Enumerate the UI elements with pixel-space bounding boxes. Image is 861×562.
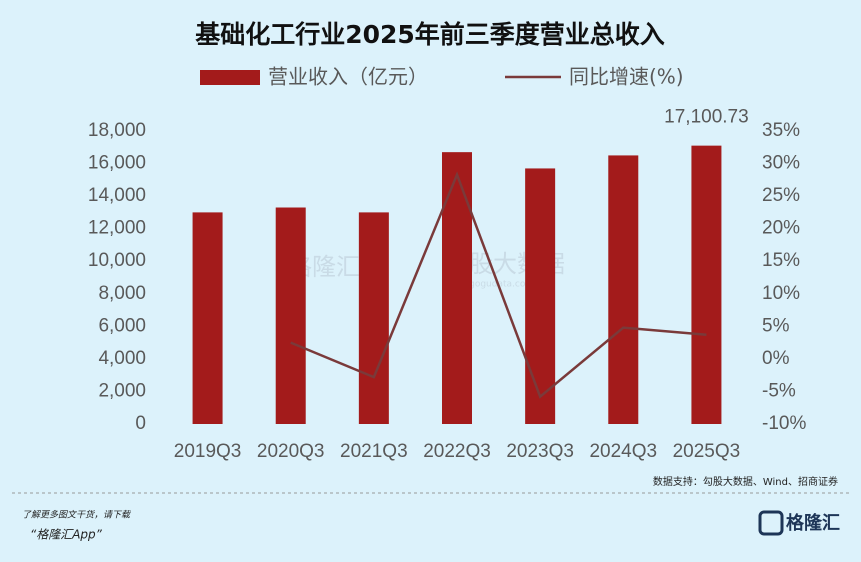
- legend-label: 营业收入（亿元）: [268, 65, 428, 89]
- y-tick-label: 12,000: [88, 218, 146, 239]
- chart-title: 基础化工行业2025年前三季度营业总收入: [195, 20, 665, 49]
- bar: [525, 168, 556, 424]
- y2-tick-label: 15%: [762, 250, 800, 271]
- y-tick-label: 18,000: [88, 120, 146, 141]
- y2-tick-label: -10%: [762, 413, 806, 434]
- y-tick-label: 4,000: [98, 348, 146, 369]
- x-tick-label: 2020Q3: [257, 441, 325, 462]
- x-tick-label: 2024Q3: [589, 441, 657, 462]
- x-tick-label: 2019Q3: [174, 441, 242, 462]
- source: 数据支持：勾股大数据、Wind、招商证券: [653, 475, 838, 488]
- y2-tick-label: 25%: [762, 185, 800, 206]
- legend-swatch: [200, 70, 260, 85]
- y-tick-label: 2,000: [98, 380, 146, 401]
- y2-tick-label: -5%: [762, 380, 796, 401]
- x-tick-label: 2022Q3: [423, 441, 491, 462]
- y-tick-label: 6,000: [98, 315, 146, 336]
- bar: [358, 212, 389, 424]
- x-tick-label: 2025Q3: [673, 441, 741, 462]
- bar: [192, 212, 223, 424]
- bar: [275, 207, 306, 424]
- promo: 了解更多图文干货，请下载: [22, 510, 131, 521]
- logo: 格隆汇: [786, 512, 840, 534]
- y2-tick-label: 20%: [762, 218, 800, 239]
- value-label: 17,100.73: [664, 107, 749, 128]
- y2-tick-label: 35%: [762, 120, 800, 141]
- logo-icon: [758, 510, 784, 536]
- y2-tick-label: 5%: [762, 315, 790, 336]
- bar: [691, 145, 722, 424]
- legend-label: 同比增速(%): [569, 65, 684, 89]
- x-tick-label: 2021Q3: [340, 441, 408, 462]
- y-tick-label: 10,000: [88, 250, 146, 271]
- y2-tick-label: 30%: [762, 153, 800, 174]
- y-tick-label: 0: [135, 413, 146, 434]
- y2-tick-label: 0%: [762, 348, 790, 369]
- line: [290, 171, 707, 399]
- x-tick-label: 2023Q3: [506, 441, 574, 462]
- bar: [442, 152, 472, 424]
- y2-tick-label: 10%: [762, 283, 800, 304]
- watermark: www.gogudata.com: [445, 280, 534, 290]
- y-tick-label: 14,000: [88, 185, 146, 206]
- promo-app: “格隆汇App”: [30, 528, 103, 542]
- y-tick-label: 8,000: [98, 283, 146, 304]
- bar: [608, 155, 639, 424]
- y-tick-label: 16,000: [88, 153, 146, 174]
